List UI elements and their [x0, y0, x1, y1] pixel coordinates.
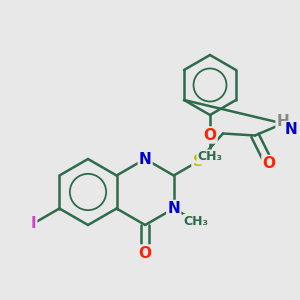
Text: N: N: [285, 122, 297, 137]
Text: CH₃: CH₃: [197, 151, 223, 164]
Text: O: O: [139, 245, 152, 260]
Text: H: H: [277, 114, 290, 129]
Text: O: O: [203, 128, 217, 142]
Text: N: N: [167, 201, 180, 216]
Text: N: N: [139, 152, 152, 166]
Text: S: S: [193, 154, 203, 169]
Text: I: I: [31, 216, 36, 231]
Text: O: O: [262, 156, 275, 171]
Text: CH₃: CH₃: [184, 215, 209, 228]
